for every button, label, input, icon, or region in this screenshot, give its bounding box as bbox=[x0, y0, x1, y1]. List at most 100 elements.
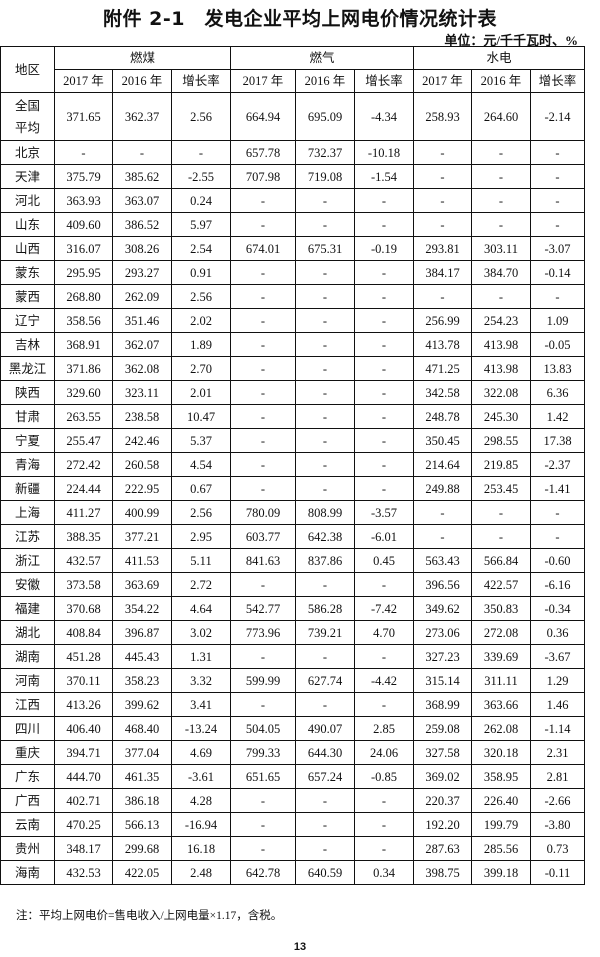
table-row: 北京 - - -657.78 732.37 -10.18- - - bbox=[0, 140, 585, 165]
value-cell: 254.23 bbox=[471, 308, 531, 333]
value-cell: - bbox=[230, 284, 296, 309]
value-cell: 599.99 bbox=[230, 668, 296, 693]
value-cell: 642.78 bbox=[230, 860, 296, 885]
value-cell: 674.01 bbox=[230, 236, 296, 261]
region-cell: 青海 bbox=[0, 452, 55, 477]
value-cell: 640.59 bbox=[295, 860, 355, 885]
value-cell: 4.64 bbox=[171, 596, 231, 621]
region-cell: 河南 bbox=[0, 668, 55, 693]
value-cell: -10.18 bbox=[354, 140, 414, 165]
value-cell: 432.57 bbox=[54, 548, 113, 573]
region-cell: 重庆 bbox=[0, 740, 55, 765]
value-cell: - bbox=[471, 212, 531, 237]
value-cell: - bbox=[530, 140, 585, 165]
value-cell: 258.93 bbox=[413, 92, 472, 141]
value-cell: 841.63 bbox=[230, 548, 296, 573]
footnote: 注：平均上网电价=售电收入/上网电量×1.17，含税。 bbox=[16, 910, 283, 922]
header-sub-col: 2016 年 bbox=[112, 69, 172, 93]
value-cell: - bbox=[230, 188, 296, 213]
value-cell: 471.25 bbox=[413, 356, 472, 381]
region-cell: 甘肃 bbox=[0, 404, 55, 429]
value-cell: -1.41 bbox=[530, 476, 585, 501]
region-cell: 福建 bbox=[0, 596, 55, 621]
value-cell: 739.21 bbox=[295, 620, 355, 645]
table-row: 吉林 368.91 362.07 1.89- - -413.78 413.98 -0.05 bbox=[0, 332, 585, 357]
table-row: 新疆 224.44 222.95 0.67- - -249.88 253.45 -1.41 bbox=[0, 476, 585, 501]
value-cell: 2.54 bbox=[171, 236, 231, 261]
value-cell: 362.07 bbox=[112, 332, 172, 357]
value-cell: 255.47 bbox=[54, 428, 113, 453]
table-row: 甘肃 263.55 238.58 10.47- - -248.78 245.30 1.42 bbox=[0, 404, 585, 429]
value-cell: 780.09 bbox=[230, 500, 296, 525]
region-cell: 天津 bbox=[0, 164, 55, 189]
value-cell: 350.45 bbox=[413, 428, 472, 453]
header-sub-col: 2016 年 bbox=[295, 69, 355, 93]
value-cell: -1.54 bbox=[354, 164, 414, 189]
value-cell: 4.70 bbox=[354, 620, 414, 645]
value-cell: 657.78 bbox=[230, 140, 296, 165]
header-sub-col: 2017 年 bbox=[54, 69, 113, 93]
value-cell: -6.01 bbox=[354, 524, 414, 549]
value-cell: 566.84 bbox=[471, 548, 531, 573]
table-row: 蒙东 295.95 293.27 0.91- - -384.17 384.70 -0.14 bbox=[0, 260, 585, 285]
value-cell: 504.05 bbox=[230, 716, 296, 741]
value-cell: 586.28 bbox=[295, 596, 355, 621]
region-cell: 海南 bbox=[0, 860, 55, 885]
value-cell: 406.40 bbox=[54, 716, 113, 741]
region-cell: 江苏 bbox=[0, 524, 55, 549]
value-cell: - bbox=[230, 212, 296, 237]
value-cell: - bbox=[354, 812, 414, 837]
value-cell: - bbox=[295, 452, 355, 477]
value-cell: 0.73 bbox=[530, 836, 585, 861]
region-cell: 湖北 bbox=[0, 620, 55, 645]
value-cell: 287.63 bbox=[413, 836, 472, 861]
value-cell: 222.95 bbox=[112, 476, 172, 501]
value-cell: - bbox=[413, 164, 472, 189]
value-cell: 0.34 bbox=[354, 860, 414, 885]
value-cell: - bbox=[295, 332, 355, 357]
value-cell: - bbox=[295, 572, 355, 597]
table-row: 湖南 451.28 445.43 1.31- - -327.23 339.69 -3.67 bbox=[0, 644, 585, 669]
value-cell: 394.71 bbox=[54, 740, 113, 765]
value-cell: 773.96 bbox=[230, 620, 296, 645]
value-cell: 388.35 bbox=[54, 524, 113, 549]
value-cell: -6.16 bbox=[530, 572, 585, 597]
value-cell: -0.11 bbox=[530, 860, 585, 885]
value-cell: 256.99 bbox=[413, 308, 472, 333]
value-cell: 238.58 bbox=[112, 404, 172, 429]
region-cell: 吉林 bbox=[0, 332, 55, 357]
value-cell: 445.43 bbox=[112, 644, 172, 669]
value-cell: -2.14 bbox=[530, 92, 585, 141]
value-cell: 362.37 bbox=[112, 92, 172, 141]
value-cell: -0.85 bbox=[354, 764, 414, 789]
value-cell: 413.78 bbox=[413, 332, 472, 357]
value-cell: 24.06 bbox=[354, 740, 414, 765]
value-cell: 253.45 bbox=[471, 476, 531, 501]
value-cell: 249.88 bbox=[413, 476, 472, 501]
value-cell: - bbox=[530, 164, 585, 189]
value-cell: 1.42 bbox=[530, 404, 585, 429]
value-cell: - bbox=[354, 284, 414, 309]
document-title: 附件 2-1 发电企业平均上网电价情况统计表 bbox=[103, 8, 497, 30]
value-cell: 1.89 bbox=[171, 332, 231, 357]
value-cell: - bbox=[354, 788, 414, 813]
value-cell: - bbox=[295, 404, 355, 429]
value-cell: 363.93 bbox=[54, 188, 113, 213]
value-cell: 272.42 bbox=[54, 452, 113, 477]
value-cell: 13.83 bbox=[530, 356, 585, 381]
table-row: 广西 402.71 386.18 4.28- - -220.37 226.40 -2.66 bbox=[0, 788, 585, 813]
value-cell: -4.34 bbox=[354, 92, 414, 141]
value-cell: 262.08 bbox=[471, 716, 531, 741]
value-cell: 642.38 bbox=[295, 524, 355, 549]
value-cell: - bbox=[112, 140, 172, 165]
header-group-row: 地区 燃煤 燃气 水电 bbox=[0, 46, 585, 93]
table-row: 陕西 329.60 323.11 2.01- - -342.58 322.08 6.36 bbox=[0, 380, 585, 405]
header-region: 地区 bbox=[0, 46, 55, 93]
value-cell: -1.14 bbox=[530, 716, 585, 741]
value-cell: 268.80 bbox=[54, 284, 113, 309]
value-cell: 363.69 bbox=[112, 572, 172, 597]
value-cell: 293.81 bbox=[413, 236, 472, 261]
value-cell: 0.24 bbox=[171, 188, 231, 213]
table-row: 江苏 388.35 377.21 2.95 603.77 642.38 -6.01- - - bbox=[0, 524, 585, 549]
value-cell: 444.70 bbox=[54, 764, 113, 789]
